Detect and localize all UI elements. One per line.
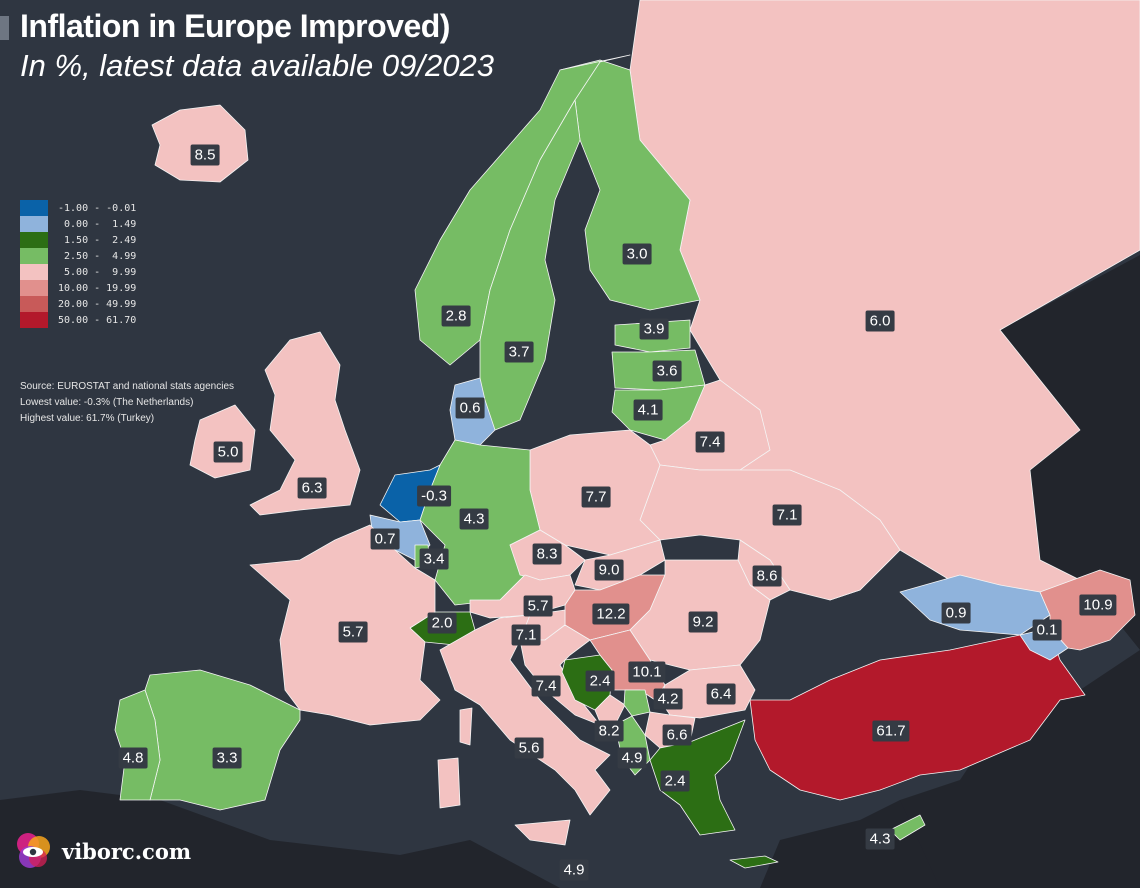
legend-item: 0.00 - 1.49 (20, 216, 136, 232)
island-sicily (514, 819, 571, 846)
country-montenegro (594, 694, 626, 726)
value-label-albania: 4.9 (617, 747, 647, 769)
country-serbia (589, 629, 666, 701)
legend-item: 1.50 - 2.49 (20, 232, 136, 248)
value-label-austria: 5.7 (523, 595, 553, 617)
country-finland (559, 59, 701, 311)
legend-item: 50.00 - 61.70 (20, 312, 136, 328)
value-label-france: 5.7 (338, 621, 368, 643)
value-label-iceland: 8.5 (190, 144, 220, 166)
value-label-ukraine: 7.1 (772, 504, 802, 526)
value-label-belgium: 0.7 (370, 528, 400, 550)
value-label-armenia: 0.1 (1032, 619, 1062, 641)
country-cyprus (889, 814, 926, 841)
value-label-turkey: 61.7 (872, 720, 910, 742)
value-label-netherlands: -0.3 (417, 485, 451, 507)
country-kosovo (623, 689, 651, 717)
legend-swatch (20, 264, 48, 280)
legend-item: 2.50 - 4.99 (20, 248, 136, 264)
country-ukraine (639, 464, 901, 601)
page-title: Inflation in Europe Improved) (20, 8, 450, 44)
legend-swatch (20, 248, 48, 264)
value-label-luxembourg: 3.4 (419, 548, 449, 570)
value-label-hungary: 12.2 (592, 603, 630, 625)
value-label-ireland: 5.0 (213, 441, 243, 463)
legend-swatch (20, 232, 48, 248)
value-label-sweden: 3.7 (504, 341, 534, 363)
page-subtitle: In %, latest data available 09/2023 (20, 48, 494, 83)
legend-label: -1.00 - -0.01 (58, 202, 137, 214)
country-uk (249, 331, 361, 516)
highest-note: Highest value: 61.7% (Turkey) (20, 413, 155, 424)
title-mark (0, 16, 9, 40)
legend-label: 5.00 - 9.99 (58, 266, 137, 278)
legend-label: 1.50 - 2.49 (58, 234, 137, 246)
viborc-logo (17, 833, 50, 868)
island-crete (729, 855, 779, 869)
legend-label: 20.00 - 49.99 (58, 298, 137, 310)
value-label-spain: 3.3 (212, 747, 242, 769)
value-label-portugal: 4.8 (118, 747, 148, 769)
legend-label: 0.00 - 1.49 (58, 218, 137, 230)
value-label-cyprus: 4.3 (865, 828, 895, 850)
value-label-slovenia: 7.1 (511, 624, 541, 646)
country-iceland (151, 104, 249, 183)
value-label-norway: 2.8 (441, 305, 471, 327)
value-label-slovakia: 9.0 (594, 559, 624, 581)
value-label-lithuania: 4.1 (633, 399, 663, 421)
value-label-italy: 5.6 (514, 737, 544, 759)
value-label-czechia: 8.3 (532, 543, 562, 565)
value-label-finland: 3.0 (622, 243, 652, 265)
legend-label: 10.00 - 19.99 (58, 282, 137, 294)
value-label-uk: 6.3 (297, 477, 327, 499)
island-corsica (459, 707, 473, 746)
value-label-bosnia: 2.4 (585, 670, 615, 692)
value-label-malta: 4.9 (559, 859, 589, 881)
outside-land-africa (0, 790, 560, 888)
value-label-north-macedonia: 6.6 (662, 724, 692, 746)
value-label-montenegro: 8.2 (594, 720, 624, 742)
country-turkey (749, 629, 1086, 801)
value-label-estonia: 3.9 (639, 318, 669, 340)
legend-label: 50.00 - 61.70 (58, 314, 137, 326)
brand-name: viborc.com (62, 839, 192, 864)
value-label-belarus: 7.4 (695, 431, 725, 453)
legend-swatch (20, 296, 48, 312)
value-label-georgia: 0.9 (941, 602, 971, 624)
notes: Source: EUROSTAT and national stats agen… (20, 379, 234, 427)
legend-swatch (20, 216, 48, 232)
lowest-note: Lowest value: -0.3% (The Netherlands) (20, 397, 194, 408)
value-label-kosovo: 4.2 (653, 688, 683, 710)
outside-land (860, 255, 1140, 888)
legend: -1.00 - -0.01 0.00 - 1.49 1.50 - 2.49 2.… (20, 200, 136, 328)
value-label-denmark: 0.6 (455, 397, 485, 419)
legend-item: 10.00 - 19.99 (20, 280, 136, 296)
value-label-latvia: 3.6 (652, 360, 682, 382)
island-sardinia (437, 757, 461, 809)
legend-item: -1.00 - -0.01 (20, 200, 136, 216)
value-label-poland: 7.7 (581, 486, 611, 508)
legend-item: 20.00 - 49.99 (20, 296, 136, 312)
value-label-romania: 9.2 (688, 611, 718, 633)
value-label-croatia: 7.4 (531, 675, 561, 697)
legend-swatch (20, 312, 48, 328)
value-label-moldova: 8.6 (752, 565, 782, 587)
outside-land-mideast (760, 800, 940, 888)
value-label-serbia: 10.1 (628, 661, 666, 683)
value-label-greece: 2.4 (660, 770, 690, 792)
country-portugal (114, 689, 161, 801)
value-label-bulgaria: 6.4 (706, 683, 736, 705)
value-label-switzerland: 2.0 (427, 612, 457, 634)
legend-item: 5.00 - 9.99 (20, 264, 136, 280)
value-label-russia: 6.0 (865, 310, 895, 332)
source-note: Source: EUROSTAT and national stats agen… (20, 381, 234, 392)
value-label-germany: 4.3 (459, 508, 489, 530)
value-label-azerbaijan: 10.9 (1079, 594, 1117, 616)
legend-label: 2.50 - 4.99 (58, 250, 137, 262)
legend-swatch (20, 200, 48, 216)
legend-swatch (20, 280, 48, 296)
